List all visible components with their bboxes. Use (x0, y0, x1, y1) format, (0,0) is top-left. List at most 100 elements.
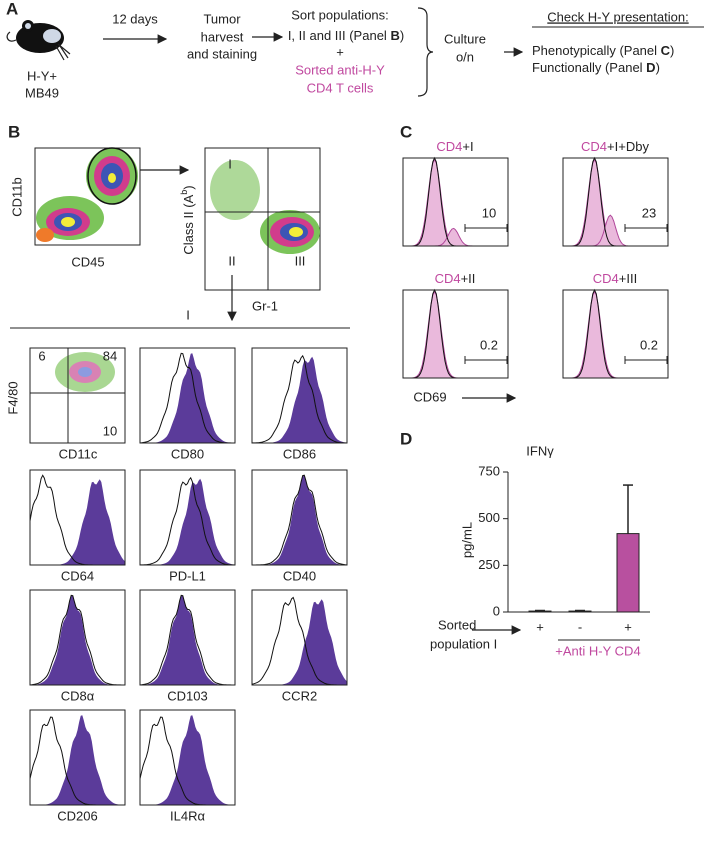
marker-label: CD103 (167, 688, 207, 703)
step-text: Tumor (203, 11, 241, 26)
quadrant-value: 6 (38, 348, 45, 363)
check-title: Check H-Y presentation: (547, 9, 688, 24)
gate-label: III (295, 253, 306, 268)
text: ) (670, 43, 674, 58)
panel-label: D (400, 429, 412, 448)
host-text: MB49 (25, 85, 59, 100)
bar (528, 610, 552, 613)
gate-value: 0.2 (640, 337, 658, 352)
chart-title: IFNγ (526, 443, 554, 458)
histogram-filled (140, 715, 235, 805)
text: Phenotypically (Panel (532, 43, 661, 58)
gate-bar (464, 224, 508, 232)
marker-label: CCR2 (282, 688, 317, 703)
histogram-open (252, 474, 348, 566)
y-tick-label: 750 (478, 463, 500, 478)
plot-frame (139, 709, 236, 806)
histogram-filled (403, 290, 508, 379)
check-item: Phenotypically (Panel C) (532, 43, 674, 58)
step-text: and staining (187, 46, 257, 61)
text: Functionally (Panel (532, 60, 646, 75)
text: +II (461, 271, 476, 286)
y-tick-label: 500 (478, 510, 500, 525)
marker-label: CD80 (171, 446, 204, 461)
panel-label: C (400, 122, 412, 141)
y-tick-label: 250 (478, 557, 500, 572)
text: CD4 (581, 139, 607, 154)
plot-frame (29, 709, 126, 806)
text: ) (181, 185, 196, 189)
marker-label: IL4Rα (170, 808, 205, 823)
host-text: H-Y+ (27, 68, 57, 83)
axis-label: Gr-1 (252, 298, 278, 313)
plus: + (336, 44, 344, 59)
marker-label: PD-L1 (169, 568, 206, 583)
text: CD4 (593, 271, 619, 286)
plot-frame (251, 347, 348, 444)
plot-frame (139, 347, 236, 444)
text: ) (400, 28, 404, 43)
marker-label: CD64 (61, 568, 94, 583)
bracket (417, 7, 434, 97)
gate-label: I (228, 156, 232, 171)
text: CD4 (435, 271, 461, 286)
histogram-filled (252, 356, 347, 443)
culture-text: o/n (456, 49, 474, 64)
plot-frame (29, 469, 126, 566)
plot-title: CD4+I (436, 139, 473, 154)
text: I, II and III (Panel (288, 28, 391, 43)
panel-label: B (8, 122, 20, 141)
text: B (390, 28, 399, 43)
text: ) (656, 60, 660, 75)
marker-label: CD8α (61, 688, 95, 703)
histogram-filled (563, 290, 668, 379)
population-label: I (186, 307, 190, 322)
histogram-filled (140, 478, 235, 565)
histogram-filled (140, 595, 235, 685)
histogram-open (251, 354, 348, 444)
histogram-filled (140, 353, 235, 443)
gate-value: 0.2 (480, 337, 498, 352)
gate-bar (624, 224, 668, 232)
histogram-open (29, 594, 125, 686)
x-tick-label: + (536, 619, 544, 634)
histogram-filled (30, 479, 125, 565)
plot-frame (251, 589, 348, 686)
text: D (646, 60, 655, 75)
gate-bar (624, 356, 668, 364)
text: +I+Dby (607, 139, 649, 154)
histogram-open (139, 476, 236, 566)
axis-label: CD45 (71, 254, 104, 269)
y-axis-label: pg/mL (459, 522, 474, 558)
text: C (661, 43, 671, 58)
histogram-filled (252, 599, 347, 685)
histogram-filled (252, 475, 347, 565)
bar (616, 533, 640, 613)
axis-label: Class II (Ab) (179, 185, 196, 254)
panel-label: A (6, 0, 18, 18)
histogram-open (139, 594, 235, 686)
gate-label: II (228, 253, 235, 268)
culture-text: Culture (444, 31, 486, 46)
text: b (179, 190, 189, 195)
gate-value: 10 (482, 205, 496, 220)
plot-frame (139, 469, 236, 566)
sort-title: Sort populations: (291, 7, 389, 22)
histogram-open (139, 352, 235, 444)
x-tick-label: + (624, 619, 632, 634)
plot-frame (139, 589, 236, 686)
histogram-filled (30, 595, 125, 685)
axis-label: CD11c (59, 446, 98, 461)
histogram-open (563, 288, 668, 379)
cells-text: CD4 T cells (307, 80, 374, 95)
plot-frame (562, 289, 669, 379)
x-tick-label: - (578, 619, 582, 634)
marker-label: CD40 (283, 568, 316, 583)
histogram-filled (30, 715, 125, 805)
bar (568, 610, 592, 613)
plot-frame (562, 157, 669, 247)
plot-title: CD4+III (593, 271, 637, 286)
group-label: +Anti H-Y CD4 (555, 643, 640, 658)
plot-frame (251, 469, 348, 566)
plot-title: CD4+I+Dby (581, 139, 649, 154)
